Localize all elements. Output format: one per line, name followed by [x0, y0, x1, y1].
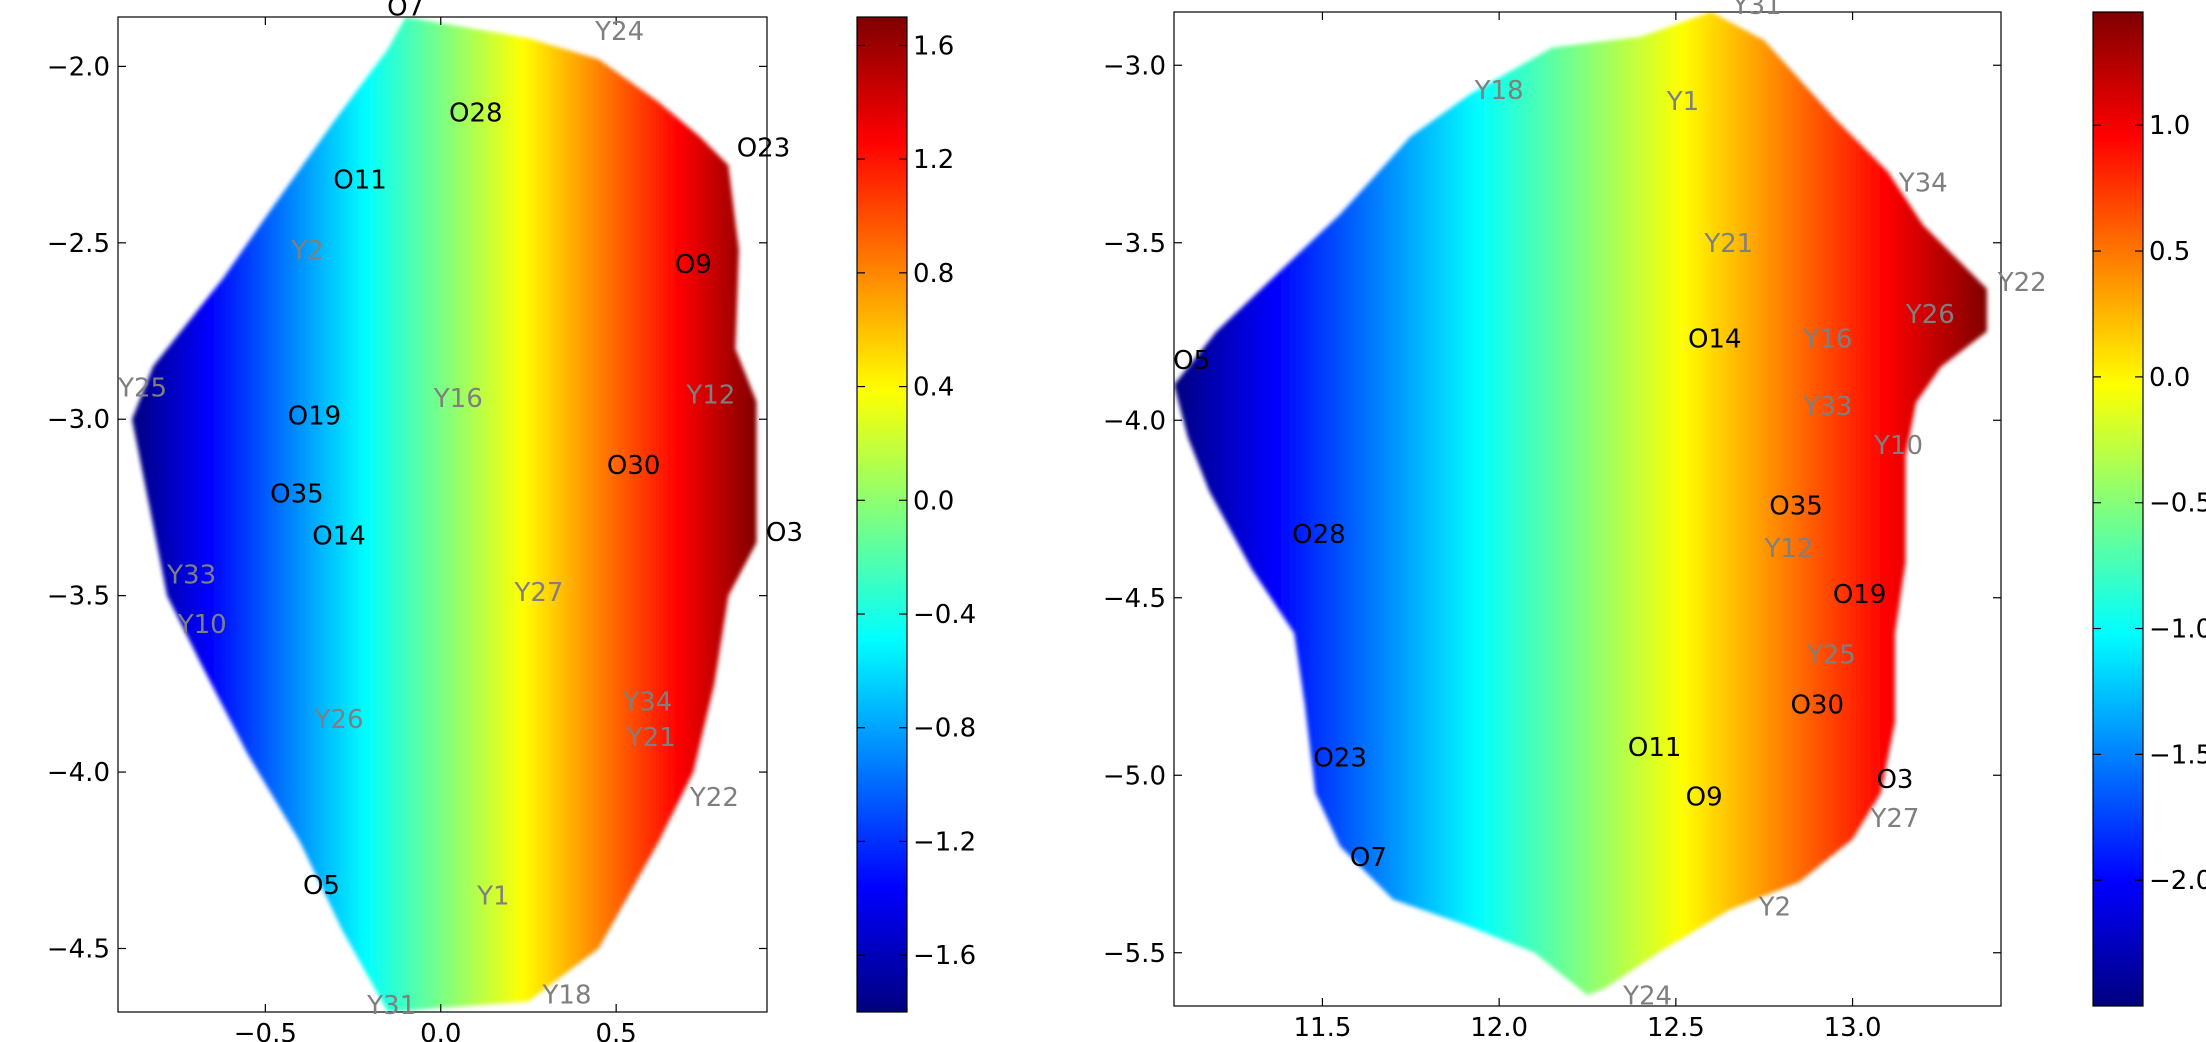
point-label-o23: O23 — [737, 134, 791, 164]
point-label-o9: O9 — [1686, 783, 1723, 813]
colorbar-tick-label: −2.0 — [2149, 866, 2206, 896]
colorbar-tick-label: −1.5 — [2149, 740, 2206, 770]
y-tick-label: −4.0 — [1103, 406, 1166, 436]
point-label-o11: O11 — [1628, 733, 1682, 763]
point-label-o3: O3 — [766, 518, 803, 548]
point-label-o5: O5 — [303, 871, 340, 901]
point-label-y33: Y33 — [1802, 392, 1852, 422]
point-label-y22: Y22 — [1997, 268, 2047, 298]
colorbar-tick-label: 0.8 — [913, 259, 954, 289]
point-label-o30: O30 — [607, 451, 661, 481]
point-label-y12: Y12 — [685, 381, 735, 411]
point-label-o35: O35 — [1769, 491, 1823, 521]
colorbar-tick-label: 0.0 — [2149, 363, 2190, 393]
point-label-y34: Y34 — [1898, 168, 1948, 198]
colorbar-tick-label: 0.5 — [2149, 237, 2190, 267]
point-label-o23: O23 — [1313, 744, 1367, 774]
x-tick-label: −0.5 — [234, 1019, 297, 1042]
y-tick-label: −3.0 — [47, 405, 110, 435]
point-label-y26: Y26 — [1905, 300, 1955, 330]
point-label-y26: Y26 — [314, 705, 364, 735]
point-label-o19: O19 — [1833, 580, 1887, 610]
point-label-y31: Y31 — [366, 991, 416, 1021]
point-label-y33: Y33 — [166, 560, 216, 590]
point-label-y2: Y2 — [1758, 893, 1791, 923]
plot-frame — [1173, 11, 2002, 1007]
colorbar-tick-label: −0.5 — [2149, 489, 2206, 519]
colorbar-tick-label: −1.2 — [913, 827, 976, 857]
point-label-o5: O5 — [1173, 346, 1210, 376]
colorbar-tick-label: −1.6 — [913, 941, 976, 971]
point-label-o28: O28 — [449, 98, 503, 128]
heatmap-region — [1174, 12, 1987, 996]
y-tick-label: −2.0 — [47, 52, 110, 82]
point-label-o14: O14 — [312, 522, 366, 552]
point-label-o11: O11 — [333, 165, 387, 195]
point-label-y1: Y1 — [476, 882, 509, 912]
point-label-y25: Y25 — [117, 373, 167, 403]
colorbar-tick-label: 1.0 — [2149, 111, 2190, 141]
y-tick-label: −3.0 — [1103, 51, 1166, 81]
point-label-y21: Y21 — [1703, 229, 1753, 259]
y-tick-label: −5.0 — [1103, 761, 1166, 791]
point-label-y18: Y18 — [1474, 76, 1524, 106]
point-label-y21: Y21 — [626, 723, 676, 753]
point-label-y24: Y24 — [1622, 981, 1672, 1011]
left-panel: −0.5 0.0 0.5 −2.0 −2.5 −3.0 −3.5 −4.0 −4.5 O7 Y24 O… — [47, 0, 976, 1042]
colorbar-tick-label: 1.2 — [913, 145, 954, 175]
x-tick-label: 12.0 — [1470, 1013, 1528, 1042]
point-label-o3: O3 — [1876, 765, 1913, 795]
colorbar — [2092, 11, 2144, 1007]
point-label-y10: Y10 — [177, 610, 227, 640]
point-label-o30: O30 — [1790, 690, 1844, 720]
point-label-y24: Y24 — [594, 17, 644, 47]
colorbar-tick-label: 0.0 — [913, 486, 954, 516]
point-label-o7: O7 — [387, 0, 424, 22]
y-tick-label: −4.0 — [47, 758, 110, 788]
point-label-y31: Y31 — [1732, 0, 1782, 21]
point-label-y2: Y2 — [290, 236, 323, 266]
point-label-y34: Y34 — [622, 688, 672, 718]
x-tick-label: 0.0 — [420, 1019, 461, 1042]
point-label-y27: Y27 — [1869, 804, 1919, 834]
x-tick-label: 12.5 — [1647, 1013, 1705, 1042]
point-label-y16: Y16 — [433, 384, 483, 414]
y-tick-label: −3.5 — [47, 582, 110, 612]
colorbar-tick-label: −1.0 — [2149, 615, 2206, 645]
point-label-o35: O35 — [270, 479, 324, 509]
point-label-o7: O7 — [1350, 843, 1387, 873]
point-label-y27: Y27 — [513, 578, 563, 608]
colorbar-tick-label: −0.8 — [913, 714, 976, 744]
colorbar — [856, 16, 908, 1013]
colorbar-tick-label: 0.4 — [913, 373, 954, 403]
point-label-o28: O28 — [1292, 520, 1346, 550]
y-tick-label: −2.5 — [47, 229, 110, 259]
x-tick-label: 11.5 — [1293, 1013, 1351, 1042]
colorbar-tick-label: 1.6 — [913, 31, 954, 61]
y-tick-label: −5.5 — [1103, 939, 1166, 969]
right-panel: 11.5 12.0 12.5 13.0 −3.0 −3.5 −4.0 −4.5 −5.0 −5.5… — [1103, 0, 2206, 1042]
y-tick-label: −4.5 — [47, 934, 110, 964]
plot-frame — [117, 16, 768, 1013]
colorbar-tick-label: −0.4 — [913, 600, 976, 630]
point-label-o19: O19 — [288, 402, 342, 432]
point-label-y10: Y10 — [1873, 431, 1923, 461]
point-label-y12: Y12 — [1763, 534, 1813, 564]
point-label-y1: Y1 — [1666, 87, 1699, 117]
point-label-y16: Y16 — [1802, 325, 1852, 355]
point-label-y22: Y22 — [689, 783, 739, 813]
point-label-o14: O14 — [1688, 325, 1742, 355]
y-tick-label: −3.5 — [1103, 229, 1166, 259]
x-tick-label: 0.5 — [595, 1019, 636, 1042]
point-label-y25: Y25 — [1806, 641, 1856, 671]
x-tick-label: 13.0 — [1824, 1013, 1882, 1042]
point-label-o9: O9 — [675, 250, 712, 280]
point-label-y18: Y18 — [542, 980, 592, 1010]
heatmap-region — [132, 17, 757, 1012]
y-tick-label: −4.5 — [1103, 584, 1166, 614]
